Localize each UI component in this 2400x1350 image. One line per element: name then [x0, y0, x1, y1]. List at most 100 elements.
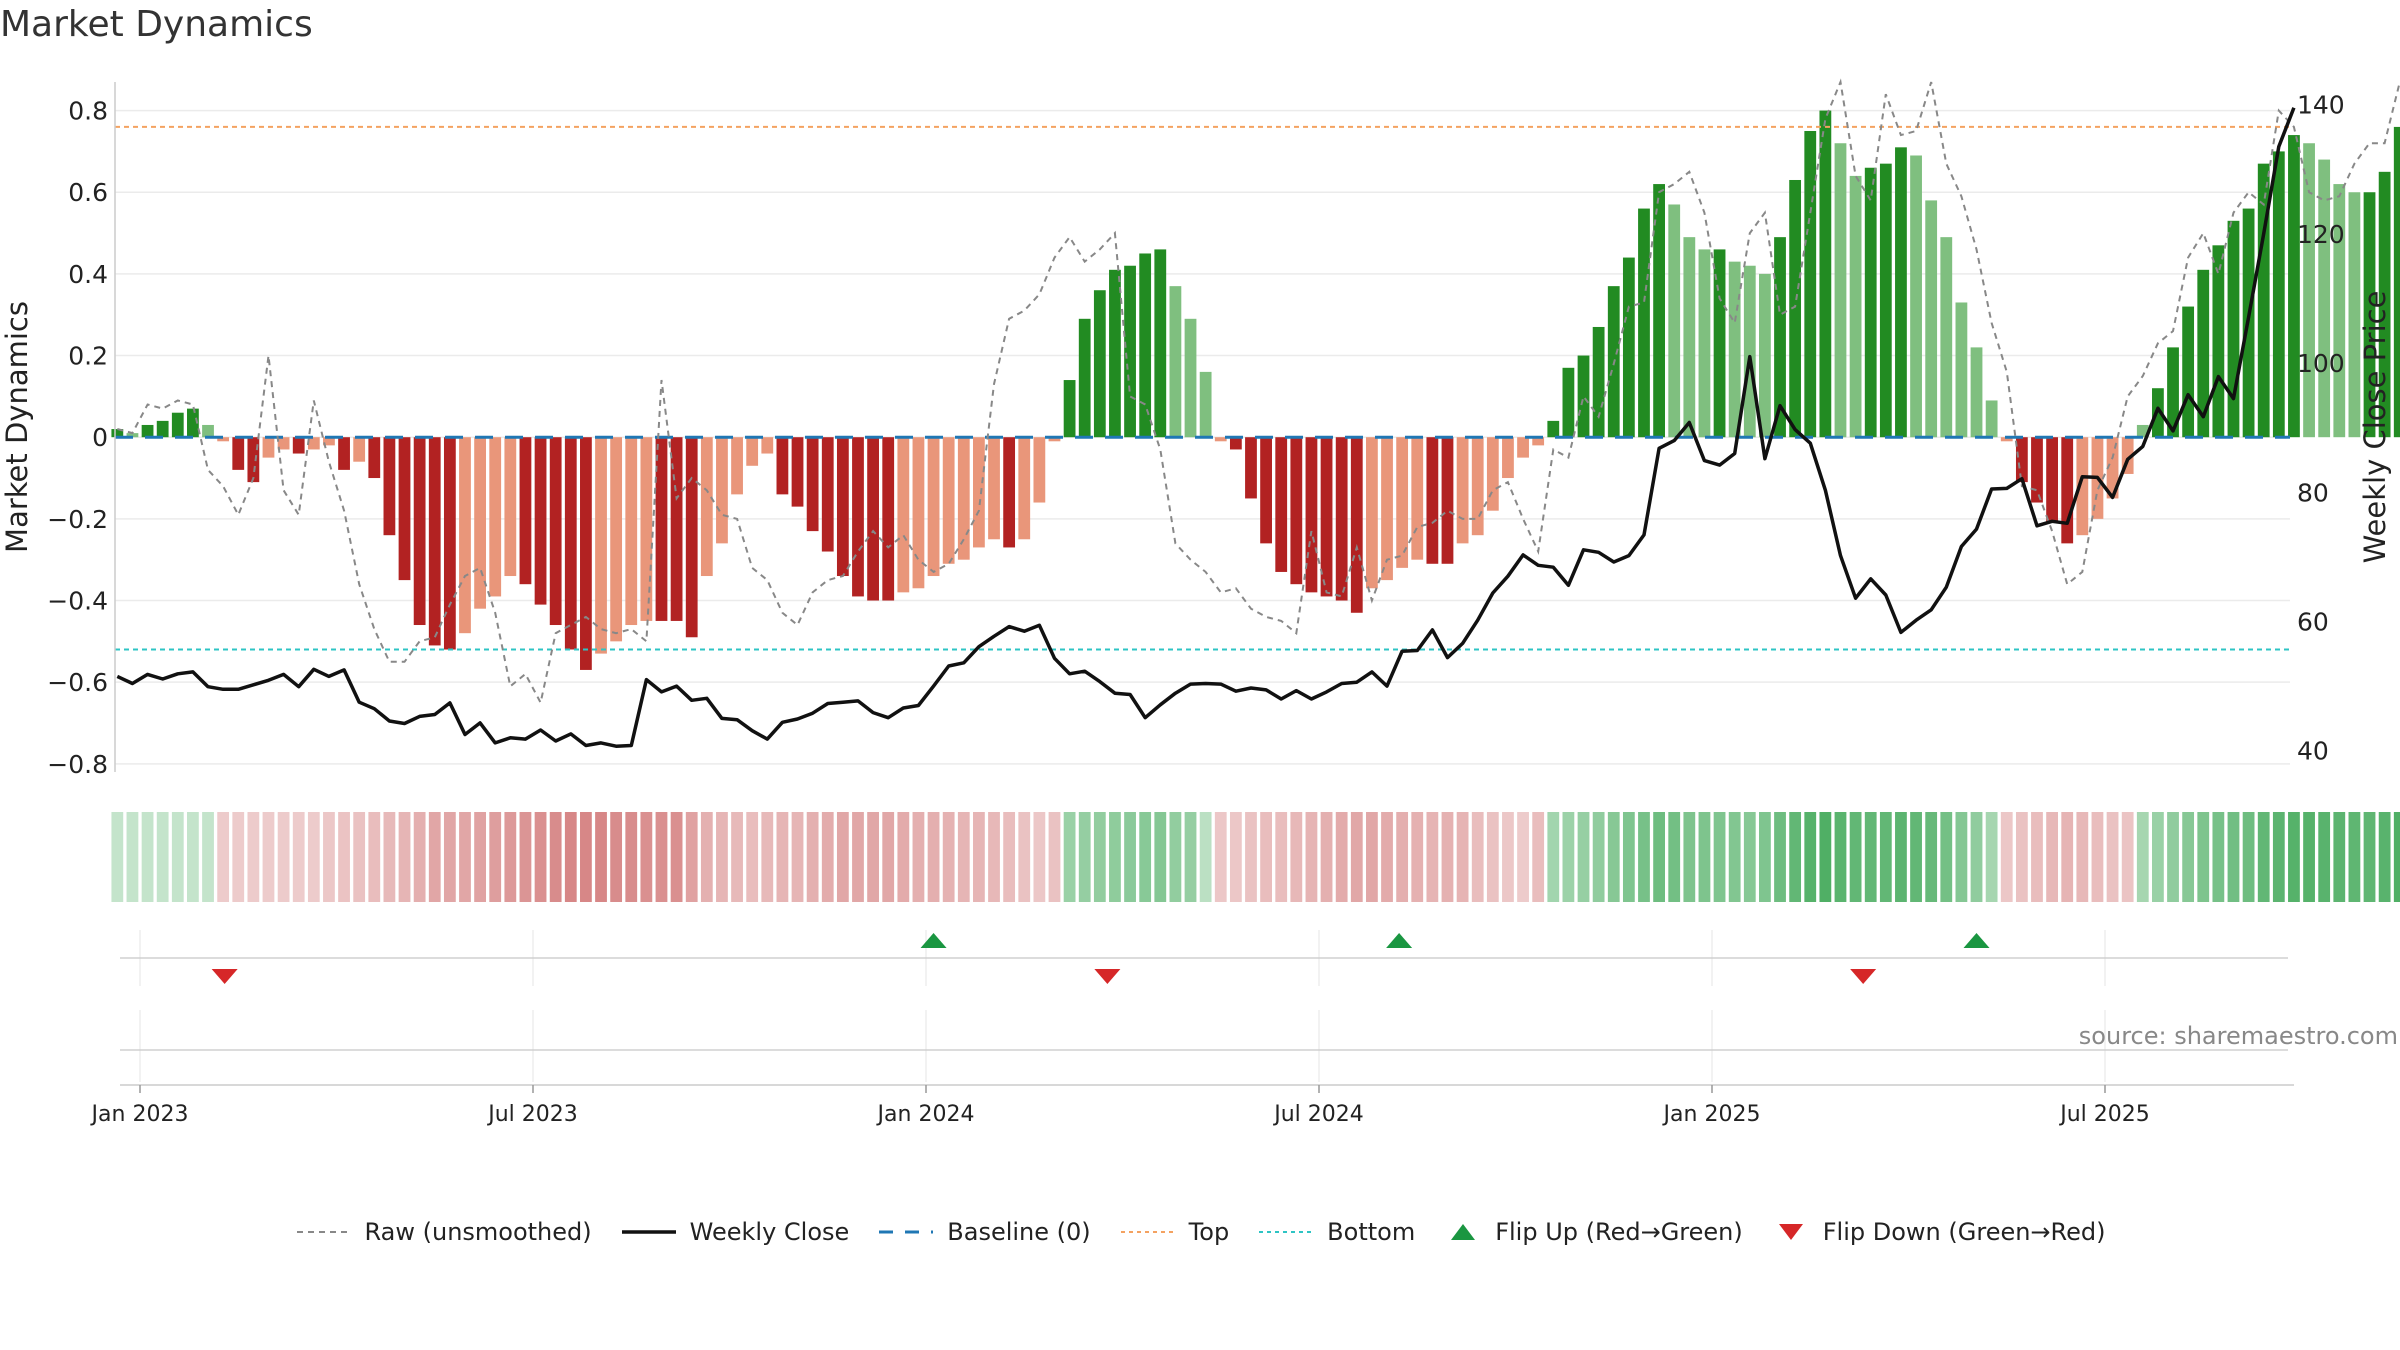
bar [1169, 286, 1182, 438]
bar [2106, 437, 2119, 499]
bar [1366, 437, 1378, 589]
legend: Raw (unsmoothed) Weekly Close Baseline (… [0, 1218, 2400, 1246]
heat-cell [292, 812, 305, 902]
bar [1940, 237, 1953, 438]
y2-tick-label: 100 [2297, 349, 2345, 378]
heat-cell [670, 812, 683, 902]
heat-cell [2000, 812, 2013, 902]
heat-cell [610, 812, 623, 902]
heat-cell [595, 812, 607, 902]
heat-cell [1396, 812, 1409, 902]
bar [111, 429, 124, 438]
bar [927, 437, 940, 577]
heat-cell [1471, 812, 1484, 902]
y-axis-title: Market Dynamics [0, 301, 34, 553]
heat-cell [1350, 812, 1363, 902]
bar [459, 437, 471, 634]
heat-cell [247, 812, 260, 902]
bar [1305, 437, 1318, 593]
bar [1048, 437, 1061, 442]
bar [443, 437, 456, 650]
y2-tick-label: 60 [2297, 607, 2329, 636]
heat-cell [504, 812, 517, 902]
bar [534, 437, 547, 605]
bar [1078, 318, 1091, 438]
bar [2031, 437, 2043, 503]
legend-bottom: Bottom [1257, 1218, 1415, 1246]
heat-cell [1154, 812, 1167, 902]
heat-cell [1864, 812, 1877, 902]
y2-tick-label: 40 [2297, 737, 2329, 766]
heat-cell [2348, 812, 2361, 902]
heat-cell [156, 812, 169, 902]
flip-down-marker [211, 969, 238, 984]
bar [202, 424, 214, 438]
heat-cell [2167, 812, 2179, 902]
bar [1456, 437, 1469, 544]
heat-cell [1698, 812, 1711, 902]
bar [988, 437, 1000, 540]
bar [580, 437, 592, 670]
bar [2318, 159, 2331, 438]
bar [428, 437, 441, 646]
heat-cell [580, 812, 592, 902]
heat-cell [232, 812, 245, 902]
bar [1849, 175, 1862, 438]
heat-cell [549, 812, 562, 902]
heat-cell [1622, 812, 1635, 902]
heat-cell [171, 812, 184, 902]
bar [1638, 208, 1650, 438]
heat-cell [927, 812, 940, 902]
heat-cell [217, 812, 230, 902]
bar [1471, 437, 1484, 536]
heat-cell [2136, 812, 2149, 902]
heat-cell [1290, 812, 1303, 902]
bar [2257, 163, 2270, 438]
bar [1320, 437, 1333, 597]
bar [2197, 269, 2210, 438]
heat-cell [1895, 812, 1907, 902]
bar [2000, 437, 2013, 442]
heat-cell [2106, 812, 2119, 902]
x-tick-label: Jan 2025 [1662, 1102, 1761, 1127]
heat-cell [685, 812, 698, 902]
bar [2015, 437, 2028, 483]
flip-up-marker [1386, 933, 1413, 948]
bar [655, 437, 668, 621]
heat-cell [519, 812, 532, 902]
heat-cell [791, 812, 804, 902]
heat-cell [1229, 812, 1242, 902]
legend-top: Top [1119, 1218, 1229, 1246]
heat-cell [428, 812, 441, 902]
y2-tick-label: 80 [2297, 478, 2329, 507]
heat-cell [126, 812, 139, 902]
y-tick-label: 0.4 [68, 260, 108, 289]
bar [1502, 437, 1514, 479]
bar [1547, 420, 1560, 438]
bar [141, 424, 154, 438]
bar [1199, 371, 1212, 438]
heat-cell [1683, 812, 1696, 902]
heat-cell [1743, 812, 1756, 902]
y-tick-label: −0.2 [47, 505, 108, 534]
heat-cell [443, 812, 456, 902]
bar [1879, 163, 1892, 438]
bar [1728, 261, 1741, 438]
x-tick-label: Jul 2025 [2058, 1102, 2150, 1127]
heat-cell [2242, 812, 2255, 902]
y-tick-label: 0.8 [68, 97, 108, 126]
bar [1350, 437, 1363, 613]
flip-up-marker [920, 933, 947, 948]
heat-cell [1804, 812, 1817, 902]
heat-cell [1728, 812, 1741, 902]
bar [353, 437, 366, 462]
bar [685, 437, 698, 638]
legend-flip-up-label: Flip Up (Red→Green) [1495, 1218, 1743, 1246]
heat-cell [398, 812, 411, 902]
heat-cell [897, 812, 910, 902]
heat-cell [1078, 812, 1091, 902]
bar [1804, 130, 1817, 438]
y-tick-label: −0.8 [47, 750, 108, 779]
bar [806, 437, 819, 532]
bar [1033, 437, 1046, 503]
